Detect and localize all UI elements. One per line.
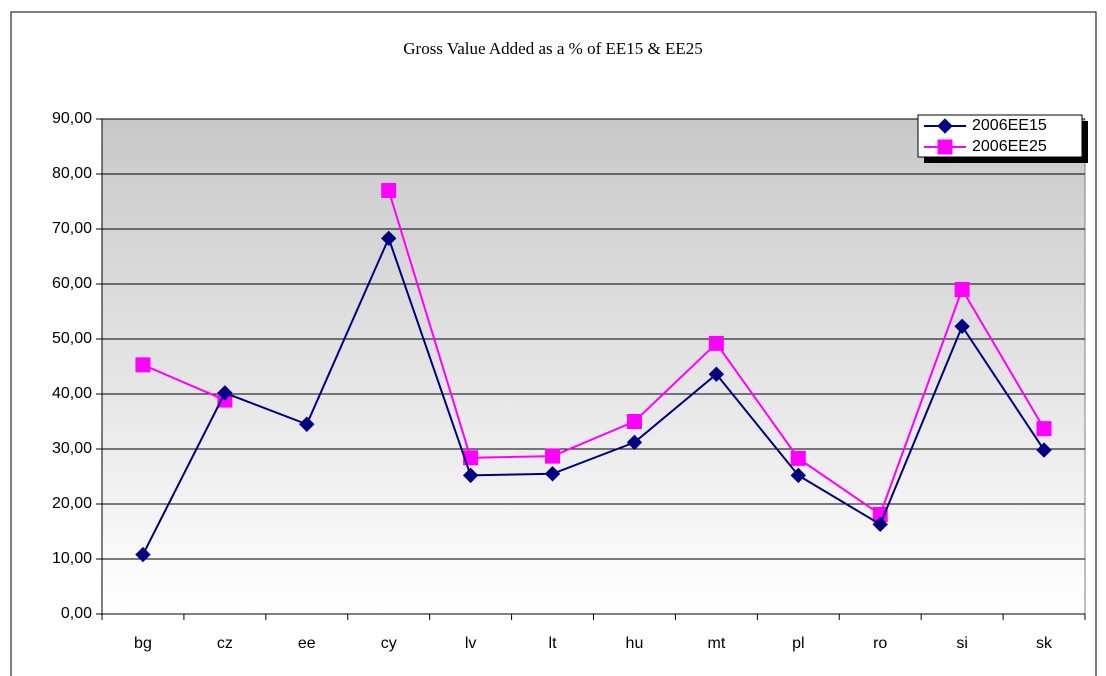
y-tick-label: 20,00 [52,495,92,512]
y-tick-label: 30,00 [52,440,92,457]
y-tick-label: 90,00 [52,110,92,127]
y-tick-label: 80,00 [52,165,92,182]
x-tick-label: si [956,635,968,652]
x-tick-label: bg [134,635,152,652]
data-point [545,448,561,464]
data-point [544,466,561,482]
legend-label: 2006EE25 [972,138,1047,155]
x-tick-label: sk [1036,635,1053,652]
data-point [1036,421,1052,437]
data-point [790,450,806,466]
y-tick-label: 0,00 [61,605,92,622]
data-point [217,385,233,401]
y-tick-label: 10,00 [52,550,92,567]
x-tick-label: ee [298,635,316,652]
data-point [872,516,888,533]
data-point [299,416,315,432]
x-tick-label: ro [873,635,887,652]
data-point [1036,442,1052,458]
data-point [626,434,643,451]
x-tick-label: cz [217,635,233,652]
data-point [954,282,970,297]
y-tick-label: 40,00 [52,385,92,402]
data-point [954,318,970,335]
plot-area [101,118,1086,615]
x-tick-label: lt [549,635,558,652]
data-point [708,335,724,351]
x-tick-label: pl [792,635,804,652]
x-tick-label: lv [465,635,477,652]
legend-marker [937,139,953,155]
x-tick-label: mt [707,635,725,652]
series-line [142,363,226,401]
x-tick-label: cy [381,635,397,652]
data-point [626,414,642,429]
data-point [381,183,397,198]
data-point [381,230,397,247]
x-tick-label: hu [626,635,644,652]
data-point [708,366,725,382]
y-tick-label: 50,00 [52,330,92,347]
chart-title: Gross Value Added as a % of EE15 & EE25 [403,39,703,58]
data-point [135,546,151,563]
series-line [142,235,1045,556]
y-tick-label: 60,00 [52,275,92,292]
data-point [462,467,479,484]
legend-label: 2006EE15 [972,117,1047,134]
y-tick-label: 70,00 [52,220,92,237]
data-point [790,467,806,484]
data-point [135,357,151,373]
legend-marker [937,118,953,134]
